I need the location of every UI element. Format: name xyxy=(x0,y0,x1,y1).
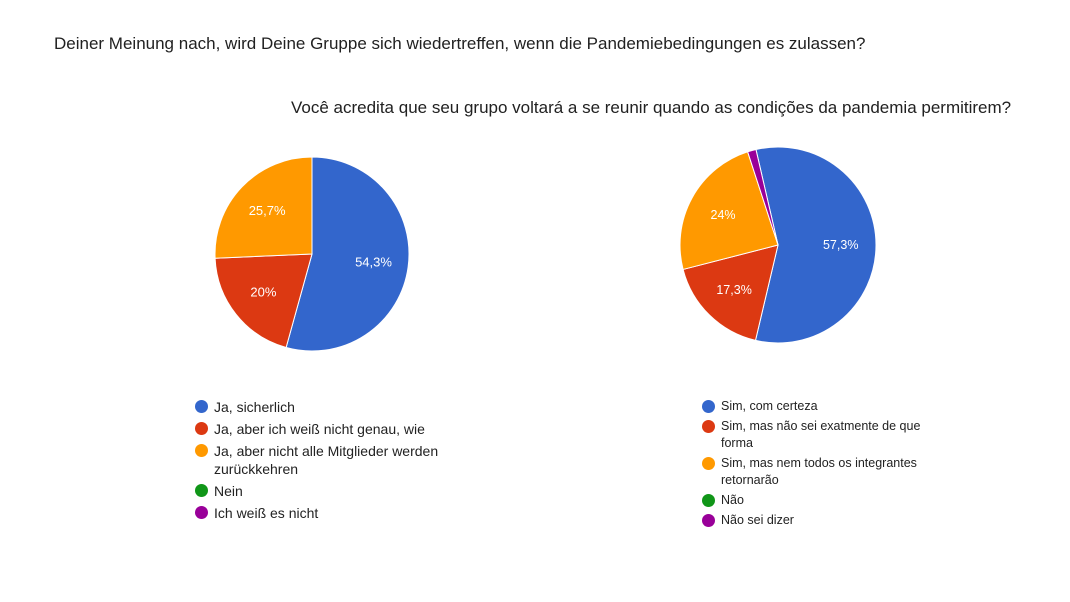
legend-swatch-icon xyxy=(195,422,208,435)
legend-item-0: Sim, com certeza xyxy=(702,398,942,415)
legend-item-0: Ja, sicherlich xyxy=(195,398,465,416)
legend-swatch-icon xyxy=(195,400,208,413)
legend-swatch-icon xyxy=(702,514,715,527)
legend-label: Não xyxy=(721,493,744,507)
legend-label: Sim, com certeza xyxy=(721,399,818,413)
legend-item-4: Ich weiß es nicht xyxy=(195,504,465,522)
legend-label: Ja, aber nicht alle Mitglieder werden zu… xyxy=(214,443,439,477)
legend-item-4: Não sei dizer xyxy=(702,512,942,529)
legend-item-2: Ja, aber nicht alle Mitglieder werden zu… xyxy=(195,442,465,478)
chart-title-german: Deiner Meinung nach, wird Deine Gruppe s… xyxy=(54,34,866,53)
legend-swatch-icon xyxy=(195,484,208,497)
legend-swatch-icon xyxy=(702,457,715,470)
pie-slice-1 xyxy=(214,253,313,349)
pie-slice-4 xyxy=(747,148,779,246)
pie-slice-label-1: 17,3% xyxy=(716,283,751,297)
legend-german: Ja, sicherlich Ja, aber ich weiß nicht ge… xyxy=(195,398,465,526)
legend-label: Nein xyxy=(214,483,243,499)
legend-label: Ja, aber ich weiß nicht genau, wie xyxy=(214,421,425,437)
legend-item-1: Sim, mas não sei exatmente de que forma xyxy=(702,418,942,452)
pie-slice-label-2: 25,7% xyxy=(249,203,286,218)
pie-slice-label-1: 20% xyxy=(250,285,276,300)
legend-swatch-icon xyxy=(702,494,715,507)
pie-slice-1 xyxy=(682,244,779,341)
legend-item-1: Ja, aber ich weiß nicht genau, wie xyxy=(195,420,465,438)
pie-slice-2 xyxy=(214,156,313,259)
pie-slice-0 xyxy=(285,156,410,352)
pie-slice-0 xyxy=(754,146,877,344)
legend-swatch-icon xyxy=(195,506,208,519)
legend-swatch-icon xyxy=(702,400,715,413)
legend-label: Ja, sicherlich xyxy=(214,399,295,415)
pie-slice-2 xyxy=(679,151,779,271)
legend-swatch-icon xyxy=(702,420,715,433)
legend-label: Sim, mas não sei exatmente de que forma xyxy=(721,419,921,450)
legend-item-3: Não xyxy=(702,492,942,509)
legend-swatch-icon xyxy=(195,444,208,457)
legend-item-3: Nein xyxy=(195,482,465,500)
pie-slice-label-2: 24% xyxy=(711,208,736,222)
legend-portuguese: Sim, com certeza Sim, mas não sei exatmen… xyxy=(702,398,942,532)
legend-label: Ich weiß es nicht xyxy=(214,505,319,521)
pie-slice-label-0: 54,3% xyxy=(355,254,392,269)
legend-label: Não sei dizer xyxy=(721,513,794,527)
legend-label: Sim, mas nem todos os integrantes retorn… xyxy=(721,456,917,487)
chart-title-portuguese: Você acredita que seu grupo voltará a se… xyxy=(291,98,1012,117)
legend-item-2: Sim, mas nem todos os integrantes retorn… xyxy=(702,455,942,489)
pie-slice-label-0: 57,3% xyxy=(823,238,858,252)
